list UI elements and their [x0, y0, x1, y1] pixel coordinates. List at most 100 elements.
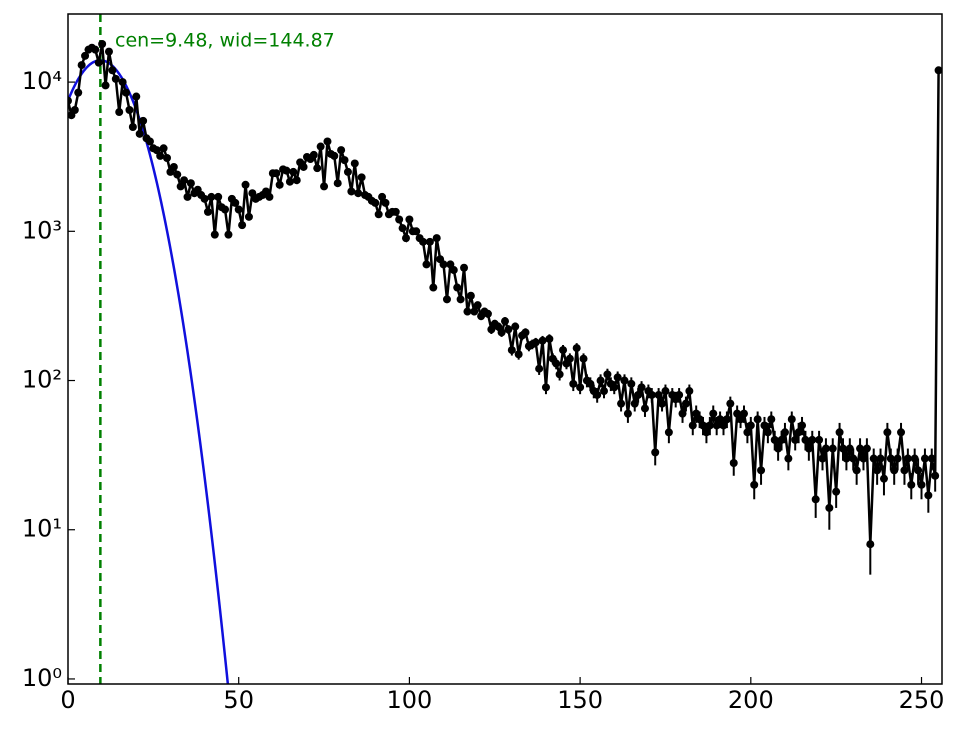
x-tick-label: 150 [557, 686, 603, 714]
data-point [128, 123, 137, 132]
data-point [535, 364, 544, 373]
data-point [651, 448, 660, 457]
fit-curve [68, 59, 230, 684]
axes-frame [67, 13, 943, 685]
data-point [818, 454, 827, 463]
data-point [640, 404, 649, 413]
data-point [292, 176, 301, 185]
data-point [832, 487, 841, 496]
data-point [907, 480, 916, 489]
data-point [347, 187, 356, 196]
data-point [852, 466, 861, 475]
data-point [74, 88, 83, 97]
data-point [531, 338, 540, 347]
data-point [559, 346, 568, 355]
data-point [835, 428, 844, 437]
data-point [722, 415, 731, 424]
data-point [371, 198, 380, 207]
data-point [299, 162, 308, 171]
data-point [815, 435, 824, 444]
data-point [767, 415, 776, 424]
data-point [425, 237, 434, 246]
data-point [862, 444, 871, 453]
data-point [890, 466, 899, 475]
data-point [623, 409, 632, 418]
data-point [350, 159, 359, 168]
data-point [681, 399, 690, 408]
data-point [186, 179, 195, 188]
data-point [791, 435, 800, 444]
y-tick-label: 10¹ [22, 515, 62, 543]
data-point [617, 399, 626, 408]
data-point [828, 444, 837, 453]
data-point [900, 466, 909, 475]
data-point [381, 198, 390, 207]
data-point [432, 234, 441, 243]
data-point [842, 454, 851, 463]
data-point [634, 390, 643, 399]
data-point [873, 466, 882, 475]
data-point [463, 307, 472, 316]
data-point [94, 58, 103, 67]
data-point [787, 415, 796, 424]
data-point [507, 346, 516, 355]
data-point [173, 170, 182, 179]
data-point [825, 503, 834, 512]
data-point [139, 116, 148, 125]
data-point [221, 205, 230, 214]
data-point [354, 189, 363, 198]
data-point [914, 466, 923, 475]
data-point [238, 221, 247, 230]
data-point [494, 322, 503, 331]
data-point [145, 137, 154, 146]
data-point [422, 260, 431, 269]
data-point [729, 459, 738, 468]
data-point [466, 291, 475, 300]
data-point [716, 415, 725, 424]
data-point [627, 379, 636, 388]
data-point [125, 106, 134, 115]
data-point [323, 137, 332, 146]
data-point [101, 81, 110, 90]
data-point [565, 354, 574, 363]
data-point [658, 399, 667, 408]
data-point [702, 428, 711, 437]
data-point [664, 428, 673, 437]
data-point [316, 142, 325, 151]
annotation: cen=9.48, wid=144.87 [115, 30, 335, 52]
data-point [483, 309, 492, 318]
data-point [879, 474, 888, 483]
data-point [343, 167, 352, 176]
data-point [886, 454, 895, 463]
x-tick-label: 50 [223, 686, 254, 714]
x-tick-label: 0 [60, 686, 75, 714]
data-point [866, 540, 875, 549]
data-point [910, 454, 919, 463]
data-point [405, 215, 414, 224]
data-point [357, 173, 366, 182]
data-point [654, 390, 663, 399]
data-point [876, 454, 885, 463]
data-point [207, 192, 216, 201]
data-point [927, 454, 936, 463]
data-point [699, 421, 708, 430]
data-point [757, 466, 766, 475]
data-point [111, 74, 120, 83]
data-point [576, 383, 585, 392]
data-point [685, 387, 694, 396]
plot-area [68, 14, 942, 684]
data-point [838, 444, 847, 453]
data-point [917, 480, 926, 489]
data-point [695, 415, 704, 424]
data-point [603, 370, 612, 379]
data-point [449, 266, 458, 275]
data-point [514, 350, 523, 359]
data-point [794, 428, 803, 437]
data-point [169, 162, 178, 171]
data-point [705, 421, 714, 430]
data-point [320, 182, 329, 191]
data-point [203, 207, 212, 216]
data-point [579, 354, 588, 363]
data-point [453, 283, 462, 292]
